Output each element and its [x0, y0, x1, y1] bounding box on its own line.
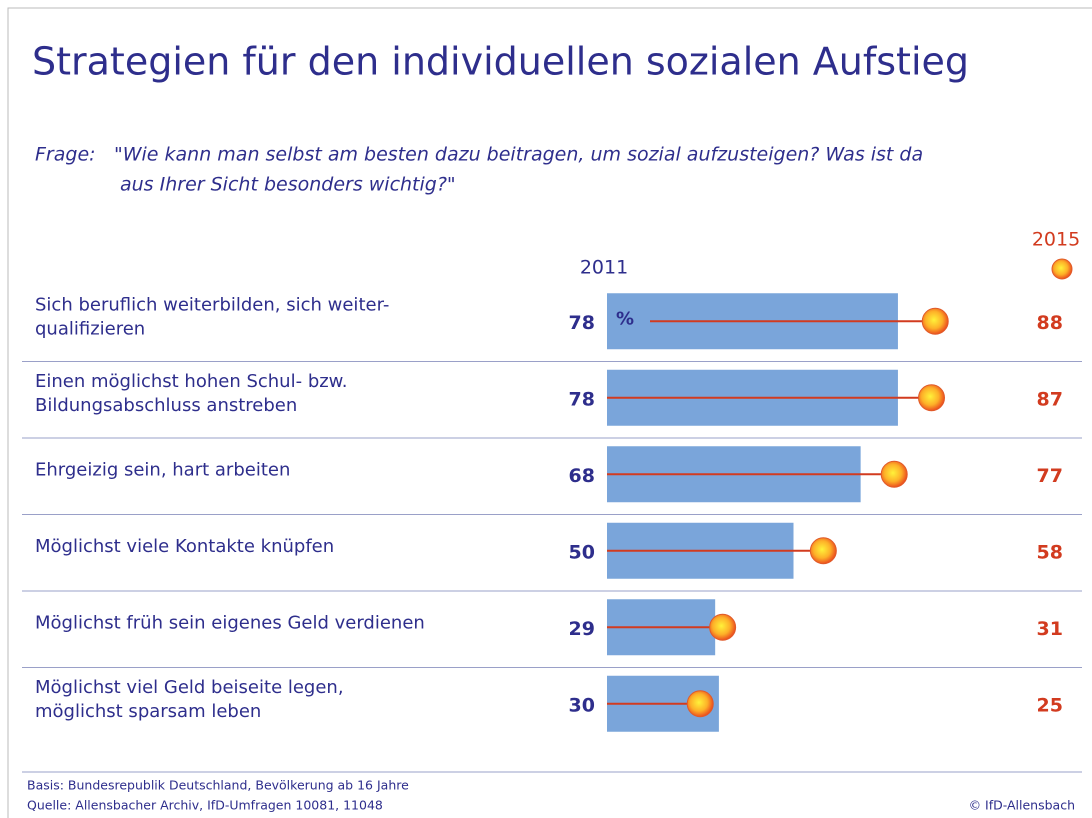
value-label: 58	[1037, 541, 1063, 563]
category-label: Bildungsabschluss anstreben	[35, 395, 297, 416]
value-label: 50	[569, 541, 595, 563]
chart-title: Strategien für den individuellen soziale…	[32, 40, 969, 84]
category-label: Möglichst viele Kontakte knüpfen	[35, 536, 334, 557]
dot	[880, 460, 908, 488]
copyright: © IfD-Allensbach	[969, 798, 1075, 813]
category-label: Einen möglichst hohen Schul- bzw.	[35, 371, 347, 392]
footnote: Basis: Bundesrepublik Deutschland, Bevöl…	[27, 778, 409, 793]
value-label: 68	[569, 465, 595, 487]
category-label: Sich beruflich weiterbilden, sich weiter…	[35, 294, 389, 315]
legend-dot	[1051, 258, 1073, 280]
value-label: 77	[1037, 465, 1063, 487]
question: "Wie kann man selbst am besten dazu beit…	[114, 144, 923, 166]
legend-label: 2015	[1032, 229, 1080, 251]
value-label: 78	[569, 312, 595, 334]
value-label: 30	[569, 694, 595, 716]
category-label: Möglichst früh sein eigenes Geld verdien…	[35, 612, 425, 633]
dot	[809, 537, 837, 565]
value-label: 87	[1037, 388, 1063, 410]
value-label: 88	[1037, 312, 1063, 334]
dot	[709, 613, 737, 641]
value-label: 25	[1037, 694, 1063, 716]
category-label: möglichst sparsam leben	[35, 701, 261, 722]
question: aus Ihrer Sicht besonders wichtig?"	[120, 174, 456, 196]
category-label: Ehrgeizig sein, hart arbeiten	[35, 459, 290, 480]
dot	[918, 384, 946, 412]
dot	[686, 690, 714, 718]
value-label: 29	[569, 618, 595, 640]
unit-label: %	[616, 308, 634, 329]
frame	[7, 7, 1092, 818]
category-label: Möglichst viel Geld beiseite legen,	[35, 677, 344, 698]
dot	[921, 307, 949, 335]
footnote: Quelle: Allensbacher Archiv, IfD-Umfrage…	[27, 798, 383, 813]
question-label: Frage:	[35, 144, 96, 166]
value-label: 31	[1037, 618, 1063, 640]
legend-label: 2011	[580, 257, 628, 279]
value-label: 78	[569, 388, 595, 410]
category-label: qualifizieren	[35, 318, 145, 339]
